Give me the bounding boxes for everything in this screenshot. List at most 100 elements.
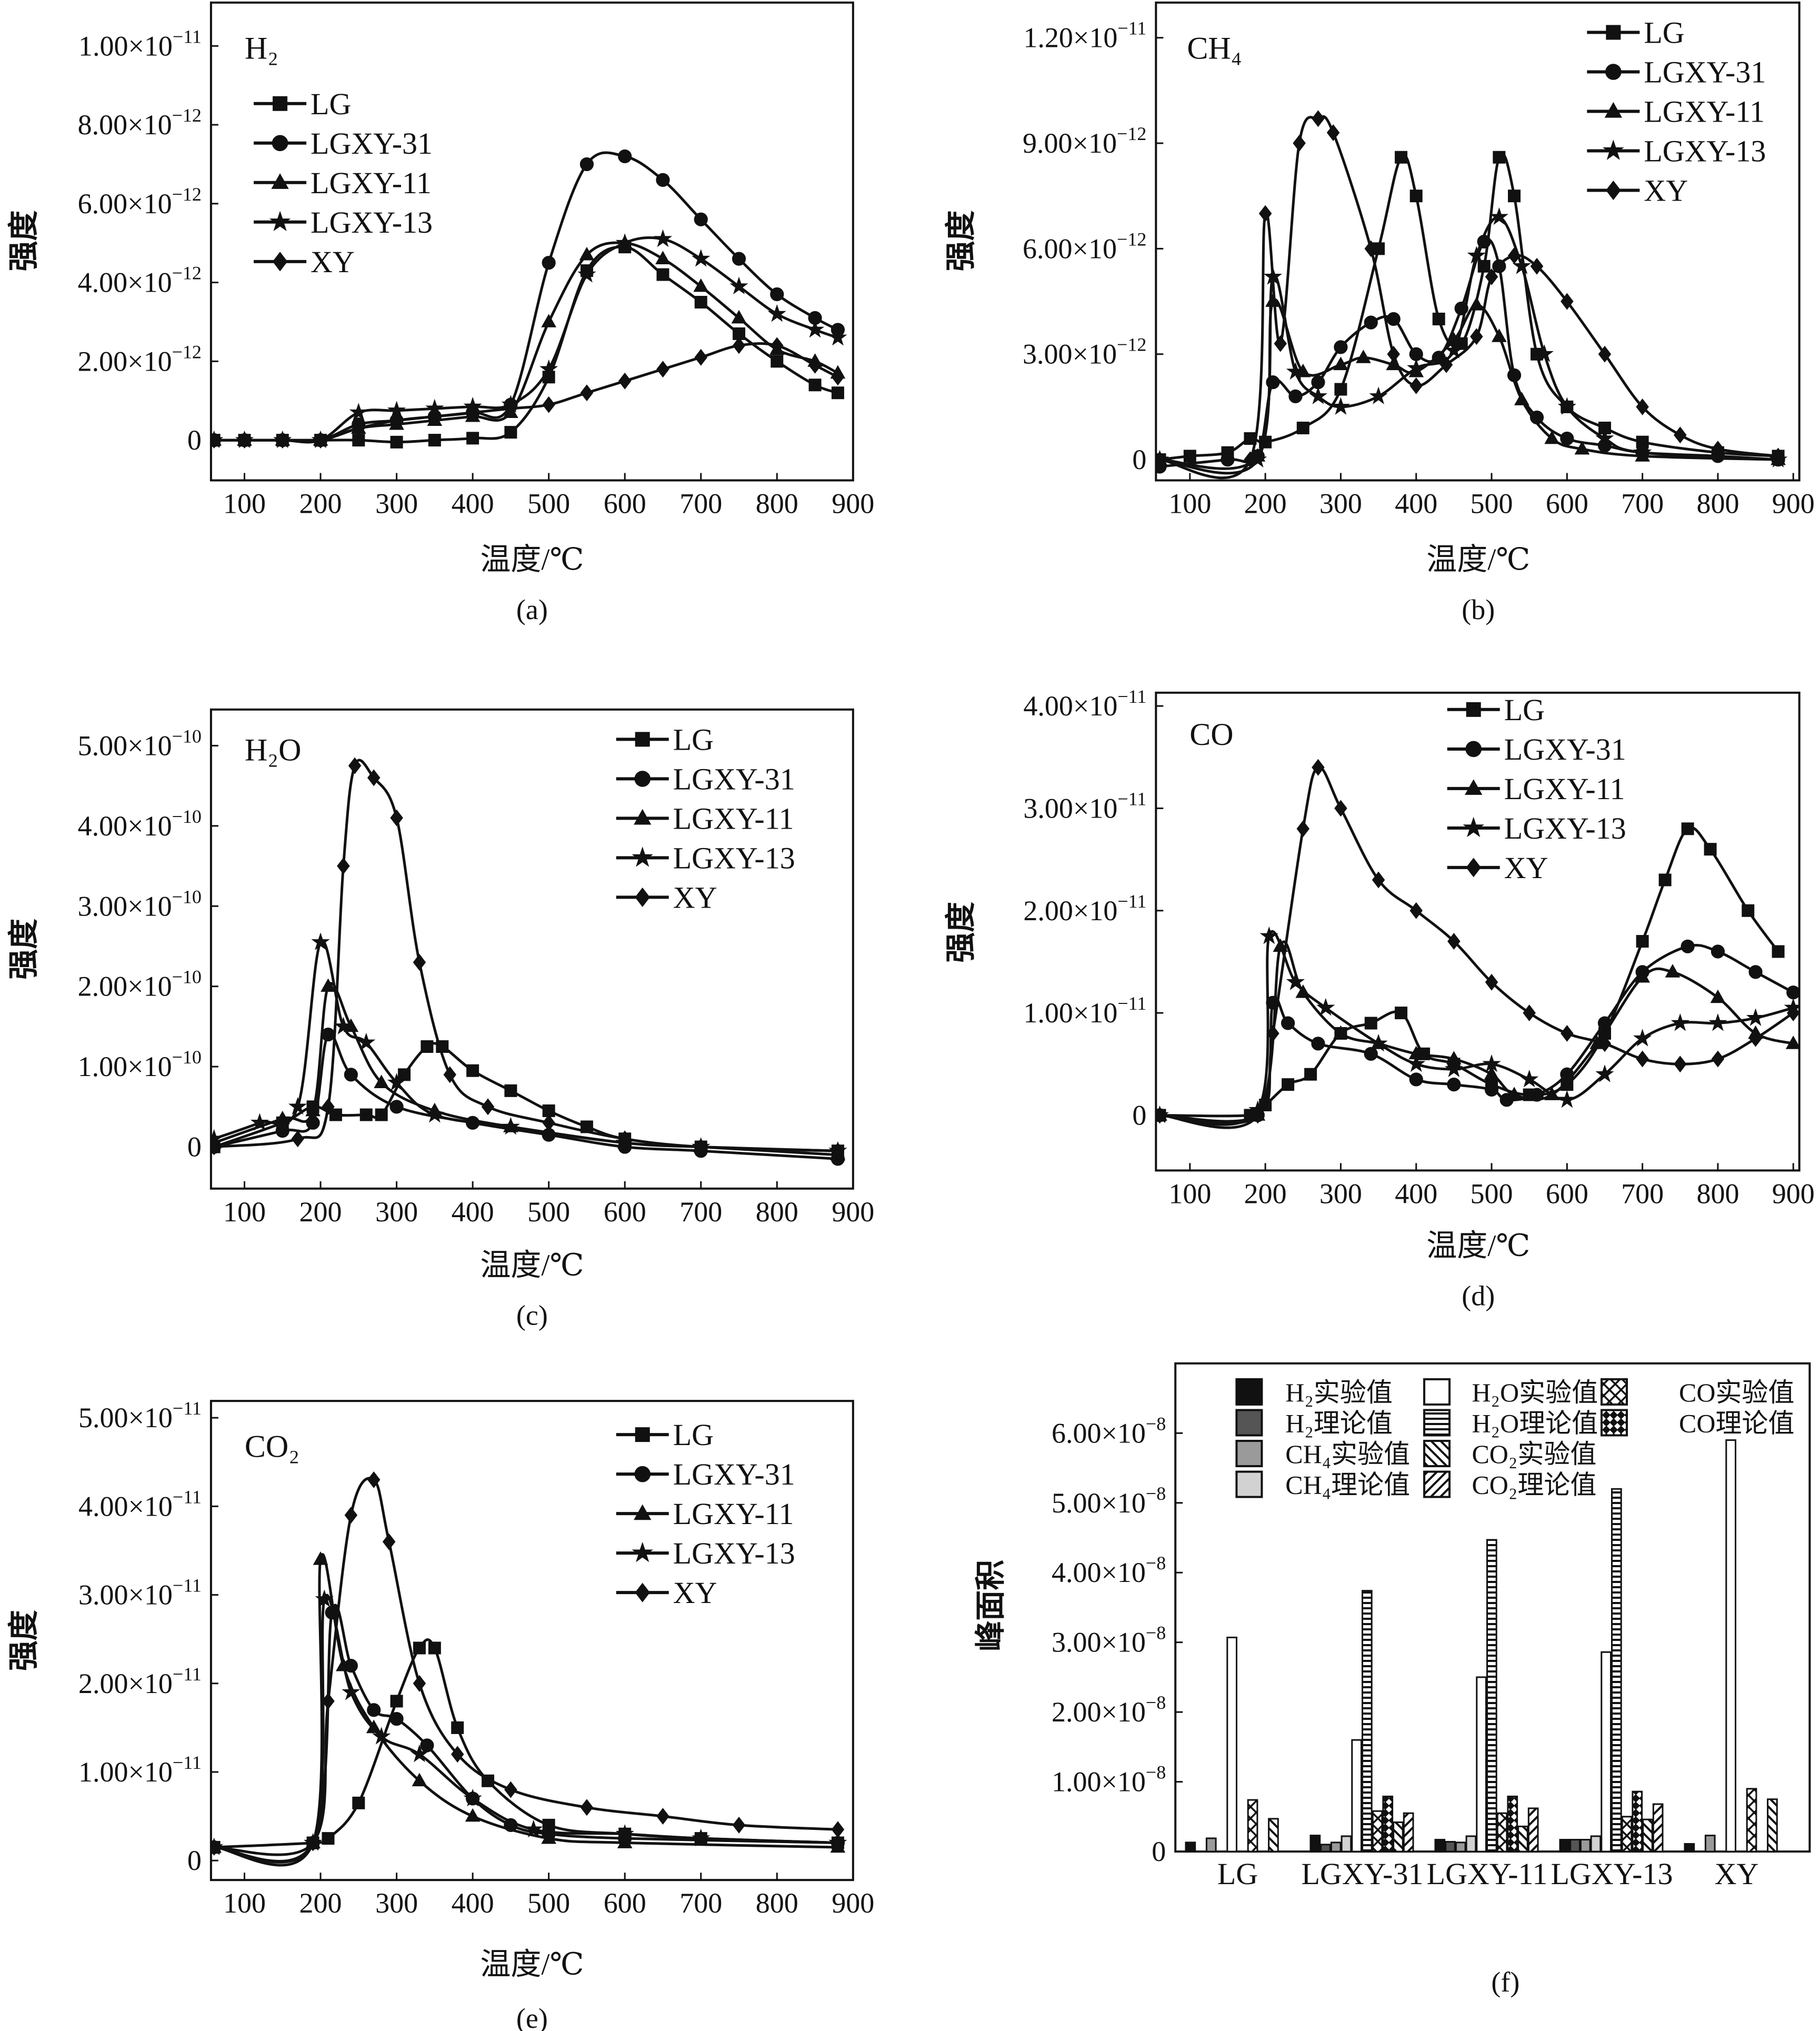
data-point-circle	[275, 1123, 289, 1138]
y-tick-mantissa: 4.00×10	[78, 1490, 173, 1522]
bar	[1569, 1839, 1581, 1853]
legend-item: LGXY-31	[254, 126, 433, 161]
data-point-square	[808, 379, 822, 392]
data-point-diamond	[1312, 110, 1325, 127]
legend-label: CO实验值	[1679, 1378, 1794, 1407]
bar	[1642, 1818, 1653, 1853]
category-label: XY	[1715, 1857, 1759, 1891]
data-point-diamond	[352, 420, 365, 437]
data-point-diamond	[1156, 1107, 1166, 1124]
x-axis-label: 温度/℃	[1426, 1229, 1530, 1263]
y-axis-label: 强度	[6, 210, 41, 271]
data-point-diamond	[1507, 247, 1521, 264]
x-tick-label: 100	[1168, 487, 1211, 519]
data-point-square	[1304, 1068, 1317, 1081]
data-point-star	[615, 233, 634, 251]
data-point-circle	[1748, 965, 1763, 979]
bar	[1517, 1825, 1528, 1853]
data-point-diamond	[831, 1142, 845, 1160]
y-tick-exponent: −12	[172, 105, 202, 126]
legend-label: LGXY-11	[1644, 95, 1765, 129]
data-point-diamond	[337, 858, 350, 874]
legend-marker-diamond	[1466, 858, 1481, 878]
y-axis-label: 峰面积	[974, 1560, 1008, 1651]
data-point-square	[1395, 151, 1408, 164]
legend-label: LGXY-31	[1644, 55, 1766, 89]
data-point-diamond	[1244, 451, 1257, 469]
y-tick-label: 9.00×10−12	[1023, 123, 1146, 159]
y-tick-exponent: −10	[172, 725, 202, 746]
legend-swatch	[1600, 1409, 1628, 1437]
series-lgxy-13	[211, 1589, 847, 1864]
series-line	[1159, 943, 1794, 1125]
y-tick-label: 2.00×10−11	[78, 1664, 202, 1699]
y-tick-mantissa: 3.00×10	[78, 890, 172, 922]
y-tick-label: 1.00×10−10	[78, 1047, 202, 1082]
series-line	[214, 1604, 838, 1863]
y-tick-mantissa: 3.00×10	[1023, 338, 1117, 370]
y-tick-exponent: −8	[1146, 1413, 1166, 1434]
legend-label: CO₂理论值	[1472, 1470, 1596, 1500]
bar	[1559, 1839, 1571, 1853]
data-point-star	[349, 403, 368, 421]
legend-marker-star	[269, 211, 291, 232]
series-xy	[211, 757, 845, 1160]
data-point-diamond	[390, 412, 403, 429]
data-point-circle	[1786, 985, 1799, 1000]
data-point-square	[329, 1108, 342, 1121]
bar	[1455, 1841, 1466, 1853]
legend-label: LGXY-11	[311, 166, 432, 200]
bar	[1247, 1799, 1258, 1853]
data-point-circle	[542, 256, 556, 270]
legend-label: LGXY-13	[311, 205, 433, 240]
data-point-diamond	[291, 1130, 304, 1148]
panel-label: (b)	[1462, 594, 1495, 625]
data-point-circle	[1364, 315, 1378, 330]
y-tick-exponent: −11	[173, 1664, 202, 1685]
data-point-triangle	[1710, 989, 1726, 1003]
data-point-star	[315, 1589, 334, 1607]
legend-label: CO₂实验值	[1472, 1439, 1596, 1469]
data-point-diamond	[276, 432, 289, 449]
data-point-star	[1535, 344, 1554, 362]
gas-label: CH₄	[1187, 31, 1242, 65]
data-point-square	[1296, 421, 1309, 434]
data-point-diamond	[390, 809, 403, 827]
y-tick-exponent: −8	[1146, 1552, 1166, 1574]
y-tick-label: 8.00×10−12	[78, 105, 202, 141]
data-point-triangle	[313, 1551, 328, 1565]
data-point-circle	[1409, 1072, 1423, 1087]
legend-label: LG	[673, 722, 714, 756]
data-point-square	[1409, 190, 1423, 203]
data-point-star	[372, 1727, 391, 1745]
data-point-diamond	[1598, 1035, 1612, 1052]
data-point-diamond	[504, 1781, 517, 1798]
legend-item: H₂O理论值	[1423, 1408, 1598, 1438]
y-tick-label: 6.00×10−8	[1052, 1413, 1166, 1449]
x-tick-label: 500	[1471, 487, 1513, 519]
plot-area	[211, 1471, 847, 1867]
data-point-triangle	[1514, 392, 1529, 405]
plot-frame	[209, 1400, 854, 1881]
x-tick-label: 800	[756, 1196, 798, 1228]
legend-item: XY	[254, 245, 355, 279]
legend-swatch	[1600, 1378, 1628, 1406]
legend-item: LGXY-13	[1447, 811, 1626, 845]
legend-item: XY	[616, 1576, 717, 1610]
bar	[1486, 1539, 1497, 1853]
data-point-diamond	[1293, 135, 1306, 152]
series-line	[214, 1594, 838, 1864]
data-point-diamond	[1334, 800, 1347, 817]
legend-label: H₂O实验值	[1472, 1378, 1598, 1407]
data-point-square	[1477, 260, 1491, 273]
x-tick-label: 300	[1319, 1178, 1362, 1209]
series-line	[1159, 930, 1794, 1126]
data-point-star	[1671, 1013, 1689, 1031]
data-point-triangle	[731, 310, 747, 324]
data-point-star	[1708, 1013, 1727, 1031]
series-lgxy-11	[211, 978, 846, 1161]
x-tick-label: 500	[527, 1196, 570, 1228]
data-point-circle	[1334, 340, 1348, 354]
bar	[1527, 1807, 1539, 1853]
x-tick-label: 900	[832, 487, 874, 519]
